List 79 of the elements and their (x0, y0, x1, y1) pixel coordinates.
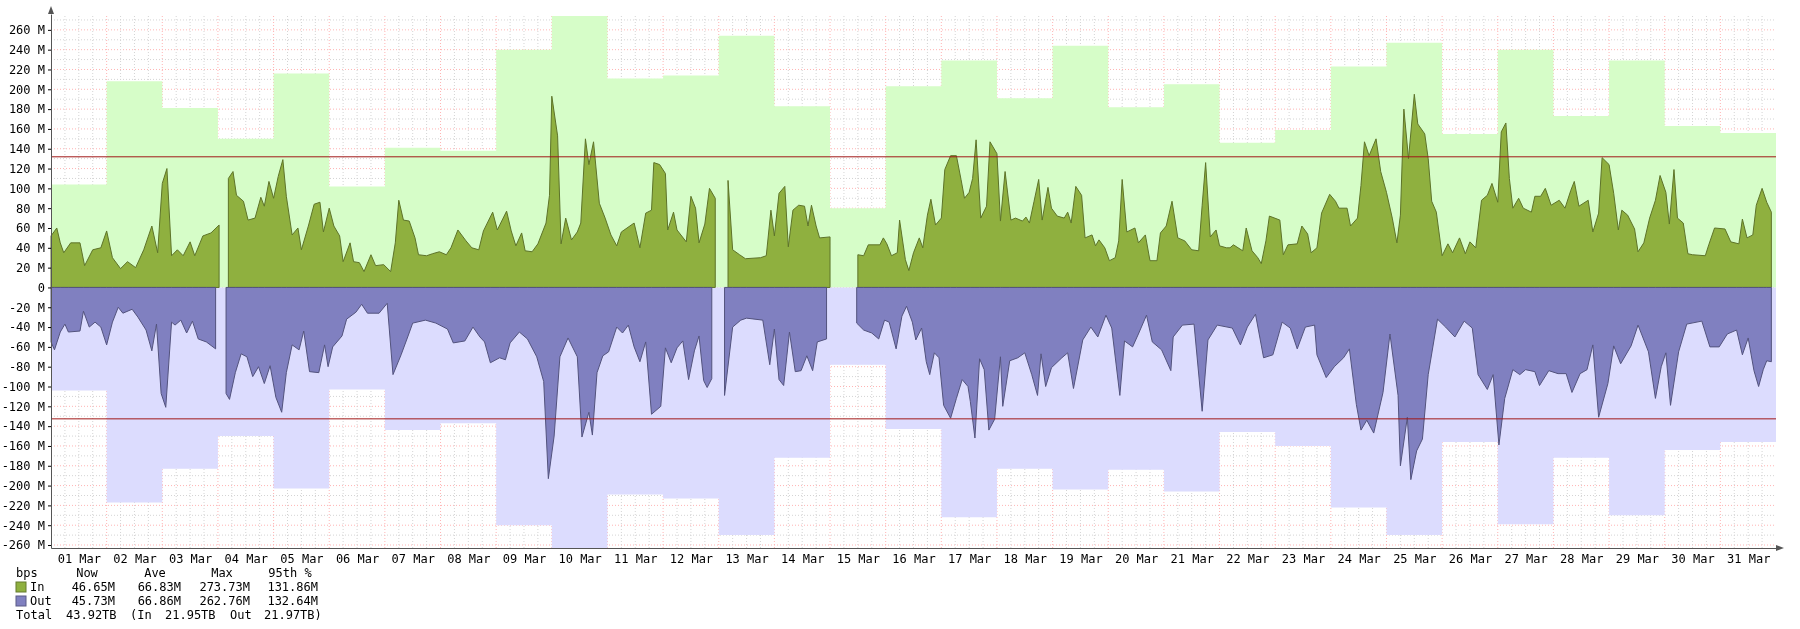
text: Now (76, 565, 99, 580)
x-tick-label: 02 Mar (113, 551, 157, 566)
x-tick-label: 05 Mar (280, 551, 324, 566)
y-tick-label: -80 M (8, 360, 45, 375)
x-tick-label: 22 Mar (1226, 551, 1270, 566)
text: 132.64M (267, 593, 318, 608)
text: 45.73M (71, 593, 115, 608)
legend-label: In (30, 579, 45, 594)
text: 262.76M (199, 593, 250, 608)
y-tick-label: 240 M (8, 43, 45, 58)
text: Total (16, 607, 53, 622)
x-tick-label: 10 Mar (558, 551, 602, 566)
y-tick-label: 0 (37, 280, 45, 295)
y-tick-label: -40 M (8, 320, 45, 335)
x-tick-label: 18 Mar (1003, 551, 1047, 566)
text: 95th % (268, 565, 313, 580)
x-tick-label: 16 Mar (892, 551, 936, 566)
y-tick-label: 20 M (16, 260, 45, 275)
legend-label: Out (30, 593, 52, 608)
y-tick-label: 160 M (8, 122, 45, 137)
y-tick-label: -180 M (1, 459, 45, 474)
x-tick-label: 06 Mar (335, 551, 380, 566)
x-tick-label: 13 Mar (725, 551, 769, 566)
x-tick-label: 29 Mar (1615, 551, 1660, 566)
y-tick-label: 200 M (8, 82, 45, 97)
text: 131.86M (267, 579, 318, 594)
x-tick-label: 03 Mar (168, 551, 213, 566)
x-tick-label: 14 Mar (781, 551, 825, 566)
y-tick-label: -220 M (1, 498, 45, 513)
y-tick-label: 260 M (8, 23, 45, 38)
x-tick-label: 04 Mar (224, 551, 268, 566)
x-tick-label: 08 Mar (447, 551, 491, 566)
x-tick-label: 11 Mar (614, 551, 658, 566)
y-tick-label: -100 M (1, 379, 45, 394)
x-tick-label: 27 Mar (1504, 551, 1548, 566)
x-tick-label: 21 Mar (1170, 551, 1214, 566)
x-tick-label: 09 Mar (502, 551, 547, 566)
y-tick-label: 120 M (8, 161, 45, 176)
text: 66.86M (137, 593, 181, 608)
y-tick-label: -140 M (1, 419, 45, 434)
y-tick-label: 140 M (8, 142, 45, 157)
y-tick-label: -60 M (8, 340, 45, 355)
x-tick-label: 20 Mar (1114, 551, 1159, 566)
x-tick-label: 24 Mar (1337, 551, 1381, 566)
y-tick-label: 60 M (16, 221, 45, 236)
y-tick-label: 100 M (8, 181, 45, 196)
text: Max (211, 565, 233, 580)
text: 21.97TB) (264, 607, 322, 622)
x-tick-label: 12 Mar (669, 551, 714, 566)
y-tick-label: -240 M (1, 518, 45, 533)
x-tick-label: 31 Mar (1727, 551, 1771, 566)
x-tick-label: 17 Mar (947, 551, 992, 566)
y-tick-label: 220 M (8, 62, 45, 77)
y-tick-label: 180 M (8, 102, 45, 117)
y-tick-label: -260 M (1, 538, 45, 553)
y-tick-label: -160 M (1, 439, 45, 454)
text: Out (230, 607, 252, 622)
x-tick-label: 28 Mar (1560, 551, 1604, 566)
text: (In (130, 607, 152, 622)
text: 21.95TB (165, 607, 216, 622)
text: 43.92TB (66, 607, 117, 622)
text: 273.73M (199, 579, 250, 594)
y-tick-label: 80 M (16, 201, 45, 216)
y-tick-label: -120 M (1, 399, 45, 414)
y-tick-label: -200 M (1, 478, 45, 493)
text: 66.83M (137, 579, 181, 594)
x-tick-label: 30 Mar (1671, 551, 1715, 566)
x-tick-label: 01 Mar (57, 551, 101, 566)
text: 46.65M (71, 579, 115, 594)
x-tick-label: 26 Mar (1448, 551, 1493, 566)
y-tick-label: 40 M (16, 241, 45, 256)
x-tick-label: 15 Mar (836, 551, 881, 566)
text: bps (16, 565, 38, 580)
x-tick-label: 19 Mar (1059, 551, 1103, 566)
text: Ave (144, 565, 166, 580)
x-tick-label: 23 Mar (1281, 551, 1326, 566)
y-tick-label: -20 M (8, 300, 45, 315)
x-tick-label: 07 Mar (391, 551, 435, 566)
x-tick-label: 25 Mar (1393, 551, 1437, 566)
